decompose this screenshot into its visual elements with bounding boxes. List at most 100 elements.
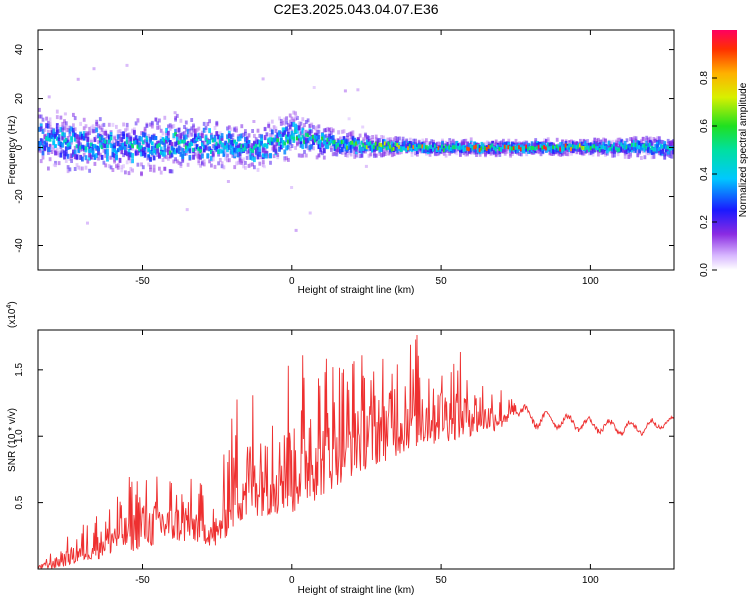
heatmap-cell	[459, 153, 462, 157]
heatmap-cell	[215, 120, 219, 125]
heatmap-cell	[211, 151, 215, 157]
heatmap-cell	[364, 132, 367, 137]
heatmap-cell	[571, 144, 575, 149]
heatmap-cell	[115, 154, 118, 160]
heatmap-cell	[82, 145, 86, 151]
heatmap-cell	[494, 147, 498, 152]
heatmap-cell	[76, 77, 80, 81]
heatmap-cell	[95, 127, 99, 133]
heatmap-cell	[68, 156, 72, 161]
heatmap-cell	[68, 132, 72, 137]
heatmap-cell	[446, 142, 450, 148]
heatmap-cell	[258, 143, 262, 148]
heatmap-cell	[294, 145, 297, 150]
heatmap-cell	[337, 139, 340, 145]
heatmap-cell	[414, 149, 417, 154]
heatmap-cell	[421, 147, 425, 153]
heatmap-cell	[111, 140, 115, 145]
heatmap-cell	[557, 152, 561, 157]
heatmap-cell	[342, 141, 346, 147]
heatmap-cell	[333, 146, 337, 152]
heatmap-cell	[122, 144, 125, 150]
heatmap-cell	[104, 139, 108, 144]
heatmap-cell	[138, 147, 142, 152]
heatmap-cell	[177, 149, 181, 154]
heatmap-cell	[347, 117, 351, 121]
heatmap-cell	[181, 153, 185, 159]
heatmap-cell	[141, 140, 145, 145]
heatmap-cell	[59, 152, 63, 158]
heatmap-cell	[340, 150, 344, 155]
heatmap-cell	[516, 148, 520, 153]
heatmap-cell	[589, 142, 593, 148]
heatmap-cell	[63, 154, 66, 160]
heatmap-cell	[145, 149, 149, 153]
heatmap-cell	[645, 140, 649, 146]
heatmap-cell	[97, 147, 100, 152]
heatmap-cell	[380, 135, 383, 139]
heatmap-cell	[236, 148, 240, 153]
heatmap-cell	[367, 147, 371, 152]
heatmap-cell	[450, 147, 453, 151]
heatmap-cell	[287, 139, 290, 144]
heatmap-cell	[61, 142, 65, 148]
heatmap-cell	[491, 146, 495, 151]
heatmap-cell	[240, 144, 244, 149]
heatmap-cell	[425, 138, 428, 143]
heatmap-cell	[274, 137, 278, 142]
heatmap-cell	[663, 152, 667, 157]
heatmap-cell	[249, 155, 253, 160]
heatmap-cell	[666, 138, 670, 143]
heatmap-cell	[145, 142, 149, 148]
heatmap-cell	[321, 146, 324, 151]
heatmap-cell	[63, 132, 66, 138]
heatmap-cell	[107, 139, 111, 144]
heatmap-cell	[231, 153, 235, 158]
heatmap-cell	[387, 137, 391, 142]
x-tick-label: 50	[436, 575, 448, 586]
heatmap-cell	[39, 123, 43, 129]
heatmap-cell	[247, 143, 251, 148]
heatmap-cell	[140, 162, 143, 167]
heatmap-cell	[614, 139, 618, 144]
heatmap-cell	[256, 150, 260, 156]
heatmap-cell	[75, 144, 79, 149]
heatmap-cell	[38, 126, 41, 132]
heatmap-cell	[93, 136, 97, 142]
heatmap-cell	[448, 145, 452, 150]
heatmap-cell	[403, 146, 407, 151]
heatmap-cell	[253, 157, 256, 163]
heatmap-cell	[84, 146, 88, 151]
heatmap-cell	[208, 139, 211, 144]
heatmap-cell	[559, 149, 563, 155]
heatmap-cell	[129, 152, 133, 158]
heatmap-cell	[265, 150, 269, 156]
y-tick-label: 1.0	[14, 429, 25, 443]
heatmap-cell	[421, 138, 425, 143]
heatmap-cell	[47, 129, 50, 134]
heatmap-cell	[238, 160, 242, 165]
heatmap-cell	[72, 112, 75, 117]
heatmap-cell	[645, 150, 649, 155]
heatmap-cell	[272, 154, 276, 159]
heatmap-cell	[580, 142, 584, 148]
heatmap-cell	[242, 147, 245, 152]
heatmap-cell	[455, 148, 459, 153]
heatmap-cell	[90, 147, 93, 153]
heatmap-cell	[192, 154, 195, 160]
heatmap-cell	[260, 134, 263, 140]
heatmap-cell	[611, 146, 615, 152]
heatmap-cell	[527, 149, 530, 154]
heatmap-cell	[579, 146, 582, 152]
heatmap-cell	[161, 137, 165, 142]
heatmap-cell	[104, 143, 108, 149]
heatmap-cell	[113, 157, 116, 162]
heatmap-cell	[355, 153, 358, 158]
heatmap-cell	[245, 143, 249, 148]
heatmap-cell	[222, 150, 226, 156]
heatmap-cell	[648, 136, 652, 141]
heatmap-cell	[568, 143, 572, 148]
snr-panel: -50 0 50 100 0.51.01.5 Height of straight l…	[6, 301, 675, 596]
heatmap-cell	[152, 145, 156, 151]
heatmap-cell	[98, 142, 102, 148]
